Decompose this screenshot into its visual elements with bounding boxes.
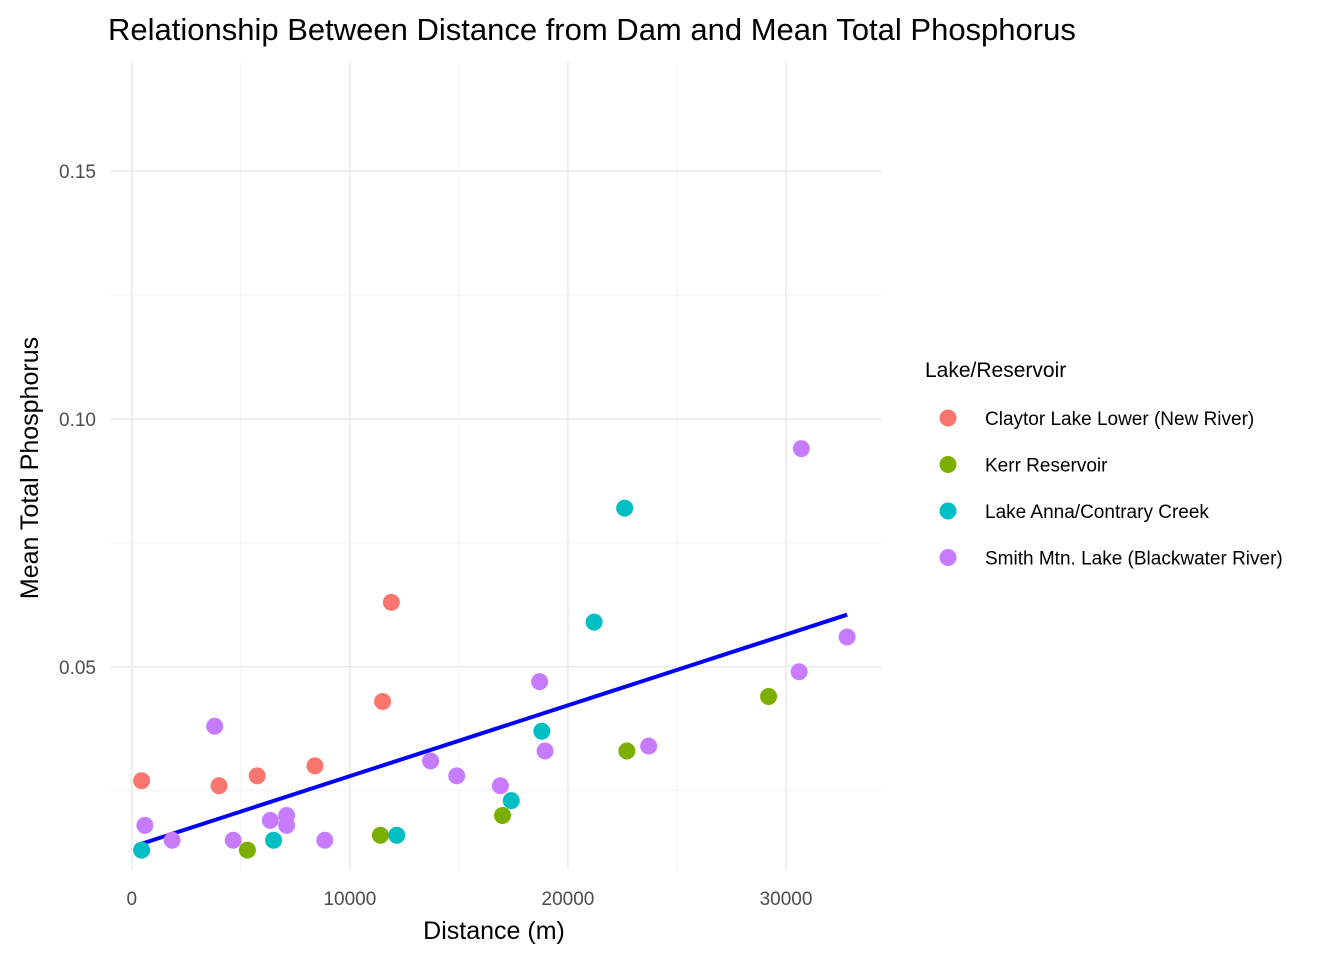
data-point [388,826,406,844]
data-point [536,742,554,760]
data-point [618,742,636,760]
chart-title: Relationship Between Distance from Dam a… [108,12,1076,47]
legend-title: Lake/Reservoir [925,359,1066,382]
y-tick-label: 0.05 [59,658,96,679]
data-point [316,831,334,849]
data-points [133,440,856,859]
data-point [838,628,856,646]
data-point [248,767,266,785]
y-tick-label: 0.10 [59,410,96,431]
data-point [585,613,603,631]
data-point [261,811,279,829]
data-point [790,663,808,681]
legend-label: Lake Anna/Contrary Creek [985,502,1209,523]
data-point [531,673,549,691]
legend-label: Smith Mtn. Lake (Blackwater River) [985,549,1283,570]
legend-label: Kerr Reservoir [985,456,1108,477]
x-tick-label: 10000 [323,889,376,910]
y-tick-label: 0.15 [59,162,96,183]
data-point [533,722,551,740]
data-point [265,831,283,849]
grid-lines [110,62,882,870]
data-point [133,841,151,859]
legend-label: Claytor Lake Lower (New River) [985,409,1254,430]
data-point [382,593,400,611]
x-tick-label: 0 [127,889,138,910]
data-point [278,816,296,834]
data-point [371,826,389,844]
data-point [422,752,440,770]
data-point [792,440,810,458]
data-point [760,688,778,706]
data-point [491,777,509,795]
y-axis-title: Mean Total Phosphorus [16,337,44,599]
legend-key [939,502,957,520]
data-point [448,767,466,785]
legend-key [939,456,957,473]
legend-key [939,409,957,427]
data-point [616,499,634,517]
data-point [640,737,658,755]
data-point [163,831,181,849]
data-point [206,717,224,735]
trend-line [141,612,848,846]
data-point [224,831,242,849]
legend-key [939,549,957,566]
data-point [374,692,392,710]
tick-labels: 0 10000 20000 30000 0.05 0.10 0.15 [59,162,812,910]
legend: Lake/Reservoir Claytor Lake Lower (New R… [925,359,1283,570]
data-point [210,777,228,795]
data-point [238,841,256,859]
data-point [133,772,151,790]
trend-line-layer [141,612,848,846]
data-point [306,757,324,775]
data-point [136,816,154,834]
x-axis-title: Distance (m) [423,917,565,945]
data-point [494,806,512,824]
x-tick-label: 30000 [760,889,813,910]
data-point [502,792,520,810]
x-tick-label: 20000 [542,889,595,910]
